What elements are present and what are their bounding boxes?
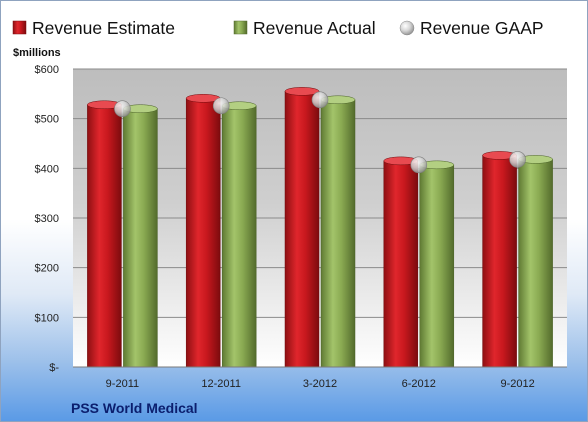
legend-label-estimate: Revenue Estimate: [32, 18, 175, 38]
bar-revenue-estimate: [87, 104, 122, 368]
y-tick-label: $-: [49, 362, 59, 374]
x-tick-label: 6-2012: [402, 378, 436, 390]
legend-label-actual: Revenue Actual: [253, 18, 376, 38]
marker-revenue-gaap: [509, 151, 526, 168]
legend-swatch-actual: [233, 20, 248, 35]
bars: [87, 87, 553, 368]
y-axis-unit-label: $millions: [13, 47, 61, 59]
legend-swatch-gaap: [399, 20, 415, 36]
x-tick-label: 12-2011: [201, 378, 241, 390]
y-tick-label: $300: [35, 213, 59, 225]
x-tick-label: 9-2012: [500, 378, 534, 390]
bar-revenue-estimate: [383, 160, 419, 368]
bar-revenue-estimate: [482, 155, 517, 368]
y-axis-ticks: $- $100 $200 $300 $400 $500 $600: [35, 64, 60, 374]
x-tick-label: 3-2012: [303, 378, 337, 390]
legend-swatch-estimate: [12, 20, 27, 35]
y-tick-label: $500: [35, 114, 59, 126]
bar-top-revenue-estimate: [284, 87, 320, 96]
bar-revenue-actual: [320, 99, 356, 368]
y-tick-label: $600: [35, 64, 59, 76]
y-tick-label: $100: [35, 312, 59, 324]
y-tick-label: $200: [35, 263, 59, 275]
x-tick-label: 9-2011: [106, 378, 139, 390]
bar-revenue-estimate: [284, 91, 320, 368]
marker-revenue-gaap: [311, 91, 329, 109]
bar-revenue-actual: [221, 105, 257, 368]
bar-revenue-actual: [419, 164, 455, 368]
y-tick-label: $400: [35, 163, 59, 175]
legend: Revenue Estimate Revenue Actual Revenue …: [12, 18, 544, 38]
bar-revenue-actual: [123, 108, 158, 368]
gaap-markers: [114, 91, 526, 174]
bar-revenue-estimate: [185, 98, 221, 368]
marker-revenue-gaap: [212, 97, 230, 115]
bar-revenue-actual: [518, 159, 553, 368]
x-axis-ticks: 9-2011 12-2011 3-2012 6-2012 9-2012: [106, 378, 535, 390]
marker-revenue-gaap: [114, 100, 131, 118]
legend-label-gaap: Revenue GAAP: [420, 18, 544, 38]
marker-revenue-gaap: [410, 156, 428, 174]
company-name: PSS World Medical: [71, 400, 198, 416]
